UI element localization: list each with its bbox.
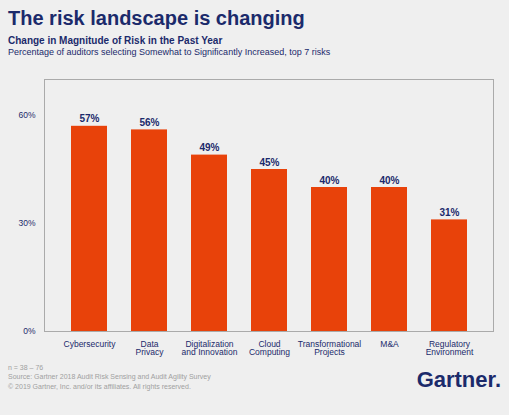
svg-text:31%: 31% (439, 207, 459, 218)
svg-text:49%: 49% (199, 142, 219, 153)
svg-text:TransformationalProjects: TransformationalProjects (298, 338, 362, 357)
svg-text:45%: 45% (259, 156, 279, 167)
svg-text:57%: 57% (79, 113, 99, 124)
svg-text:DataPrivacy: DataPrivacy (136, 338, 165, 357)
svg-text:CloudComputing: CloudComputing (249, 338, 290, 357)
html-text:Percentage of auditors selecti: Percentage of auditors selecting Somewha… (8, 47, 331, 57)
html-text:Change in Magnitude of Risk in: Change in Magnitude of Risk in the Past … (8, 35, 223, 46)
svg-text:40%: 40% (379, 174, 399, 185)
svg-text:M&A: M&A (380, 338, 399, 348)
svg-text:60%: 60% (18, 110, 35, 120)
svg-text:RegulatoryEnvironment: RegulatoryEnvironment (426, 338, 474, 357)
svg-text:Digitalizationand Innovation: Digitalizationand Innovation (182, 338, 238, 357)
svg-text:56%: 56% (139, 117, 159, 128)
html-text:Gartner.: Gartner. (416, 366, 501, 392)
svg-text:30%: 30% (18, 218, 35, 228)
html-text:n = 38 – 76 Source: Gartner 20: n = 38 – 76 Source: Gartner 2018 Audit R… (8, 363, 211, 391)
svg-text:Cybersecurity: Cybersecurity (64, 338, 117, 348)
svg-text:0%: 0% (23, 326, 36, 336)
html-text:The risk landscape is changing: The risk landscape is changing (8, 7, 305, 29)
svg-text:40%: 40% (319, 174, 339, 185)
